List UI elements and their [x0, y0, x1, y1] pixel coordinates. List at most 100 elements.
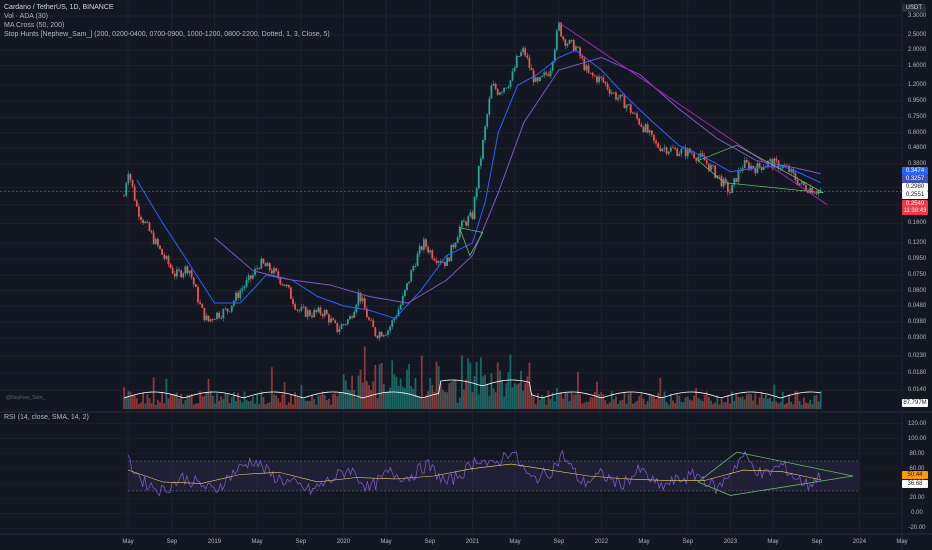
price-candle: [273, 268, 275, 274]
price-candle: [486, 114, 489, 127]
volume-bar: [655, 399, 657, 409]
price-candle: [714, 165, 717, 178]
rsi-legend[interactable]: RSI (14, close, SMA, 14, 2): [4, 414, 89, 421]
price-candle: [686, 148, 689, 157]
price-candle: [325, 310, 328, 315]
price-candle: [813, 192, 816, 194]
stop-hunts-legend[interactable]: Stop Hunts [Nephew_Sam_] (200, 0200-0400…: [4, 31, 330, 38]
volume-bar: [693, 395, 695, 409]
ma-cross-legend[interactable]: MA Cross (50, 200): [4, 22, 65, 29]
price-candle: [167, 256, 170, 265]
rsi-line: [127, 449, 822, 497]
volume-bar: [699, 399, 702, 409]
volume-bar: [748, 393, 750, 409]
volume-bar: [790, 401, 793, 409]
volume-bar: [661, 396, 664, 409]
price-candle: [142, 219, 145, 224]
price-candle: [254, 268, 256, 275]
volume-bar: [615, 396, 617, 409]
price-candle: [577, 46, 579, 48]
symbol-title[interactable]: Cardano / TetherUS, 1D, BINANCE: [4, 4, 114, 11]
volume-bar: [636, 400, 638, 409]
price-candle: [805, 184, 807, 191]
price-candle: [311, 315, 313, 318]
volume-legend[interactable]: Vol · ADA (30): [4, 13, 48, 20]
price-candle: [581, 56, 584, 59]
price-candle: [140, 216, 142, 220]
price-candle: [262, 258, 265, 264]
price-candle: [600, 76, 603, 78]
price-candle: [239, 290, 242, 299]
volume-bar: [450, 381, 453, 409]
price-candle: [412, 266, 415, 271]
price-candle: [285, 284, 288, 287]
price-candle: [640, 124, 643, 127]
volume-bar: [593, 392, 596, 409]
volume-bar: [192, 404, 195, 409]
volume-bar: [355, 397, 358, 409]
price-candle: [414, 265, 417, 267]
volume-bar: [743, 399, 746, 409]
volume-bar: [786, 403, 788, 409]
price-candle: [144, 221, 147, 224]
volume-bar: [612, 399, 615, 409]
volume-bar: [475, 361, 478, 409]
price-candle: [604, 81, 607, 84]
volume-bar: [433, 391, 436, 409]
price-candle: [484, 126, 486, 140]
price-candle: [682, 147, 685, 149]
volume-bar: [676, 393, 679, 409]
volume-bar: [792, 404, 795, 409]
time-tick-label: May: [638, 539, 650, 545]
volume-bar: [482, 376, 484, 409]
volume-bar: [697, 397, 700, 409]
volume-bar: [387, 391, 389, 409]
volume-bar: [169, 393, 172, 409]
price-candle: [251, 274, 254, 279]
currency-button[interactable]: USDT: [901, 4, 926, 12]
volume-bar: [756, 404, 759, 409]
price-candle: [182, 273, 185, 278]
volume-bar: [429, 378, 432, 409]
price-candle: [243, 286, 246, 289]
price-candle: [701, 153, 704, 156]
volume-bar: [359, 369, 362, 409]
price-candle: [391, 320, 394, 327]
price-candle: [794, 173, 797, 181]
price-candle: [268, 262, 271, 271]
volume-bar: [608, 402, 611, 409]
price-candle: [146, 221, 149, 223]
price-candle: [676, 148, 679, 156]
volume-bar: [574, 394, 577, 409]
price-candle: [522, 48, 524, 53]
volume-bar: [769, 397, 771, 409]
price-candle: [176, 269, 178, 277]
price-candle: [520, 52, 522, 57]
price-candle: [258, 268, 261, 269]
volume-bar: [583, 402, 586, 409]
volume-bar: [344, 380, 347, 409]
volume-bar: [178, 398, 180, 409]
volume-bar: [729, 403, 731, 409]
volume-bar: [195, 403, 197, 409]
price-candle: [511, 71, 514, 81]
volume-bar: [201, 396, 204, 409]
volume-bar: [332, 393, 335, 409]
time-tick-label: Sep: [424, 539, 436, 545]
volume-bar: [532, 396, 535, 409]
price-candle: [334, 320, 337, 323]
volume-bar: [159, 402, 161, 409]
price-candle: [427, 247, 430, 253]
price-candle: [313, 309, 316, 318]
price-candle: [473, 197, 476, 219]
volume-bar: [249, 400, 252, 409]
price-candle: [224, 308, 227, 310]
price-candle: [135, 200, 138, 207]
price-candle: [541, 75, 543, 78]
volume-bar: [129, 391, 132, 409]
price-candle: [245, 279, 248, 287]
price-candle: [125, 183, 128, 196]
volume-bar: [760, 392, 763, 409]
volume-bar: [425, 395, 427, 409]
